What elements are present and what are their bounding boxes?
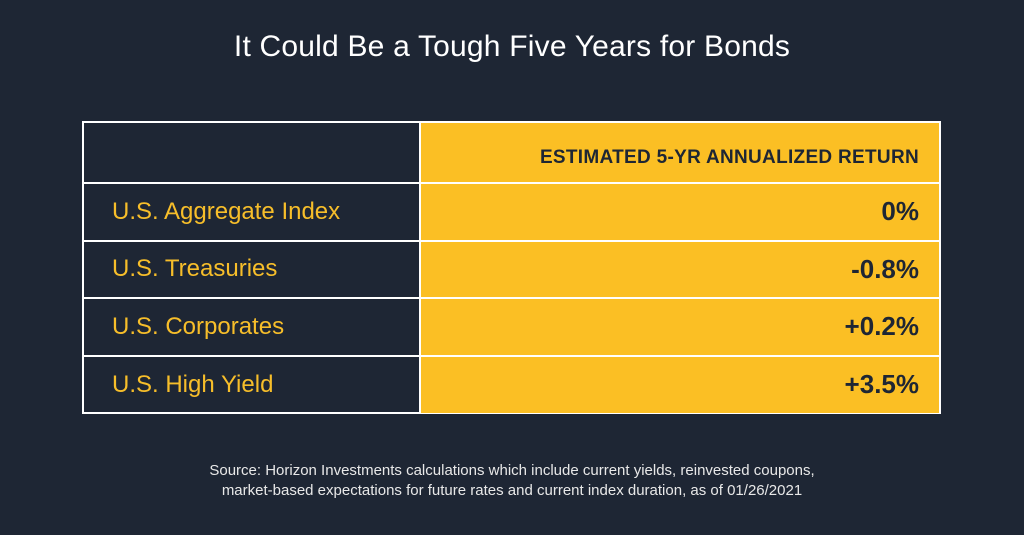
returns-table: ESTIMATED 5-YR ANNUALIZED RETURN U.S. Ag… <box>82 121 941 414</box>
source-line-1: Source: Horizon Investments calculations… <box>209 462 815 479</box>
table-row: U.S. Aggregate Index 0% <box>84 183 939 242</box>
source-note: Source: Horizon Investments calculations… <box>0 461 1024 501</box>
returns-table-grid: ESTIMATED 5-YR ANNUALIZED RETURN U.S. Ag… <box>84 123 939 413</box>
row-label-treasuries: U.S. Treasuries <box>84 240 421 299</box>
row-value-corporates: +0.2% <box>420 298 939 357</box>
table-row: U.S. High Yield +3.5% <box>84 355 939 413</box>
row-label-high-yield: U.S. High Yield <box>84 355 421 413</box>
row-value-aggregate: 0% <box>420 183 939 242</box>
table-header-row: ESTIMATED 5-YR ANNUALIZED RETURN <box>84 123 939 184</box>
row-label-aggregate: U.S. Aggregate Index <box>84 183 421 242</box>
chart-title: It Could Be a Tough Five Years for Bonds <box>233 30 791 63</box>
row-label-corporates: U.S. Corporates <box>84 298 421 357</box>
source-line-2: market-based expectations for future rat… <box>221 482 803 499</box>
table-row: U.S. Treasuries -0.8% <box>84 240 939 299</box>
table-row: U.S. Corporates +0.2% <box>84 298 939 357</box>
row-value-treasuries: -0.8% <box>420 240 939 299</box>
header-blank-cell <box>84 123 421 184</box>
row-value-high-yield: +3.5% <box>420 355 939 413</box>
header-return-column: ESTIMATED 5-YR ANNUALIZED RETURN <box>420 123 939 184</box>
